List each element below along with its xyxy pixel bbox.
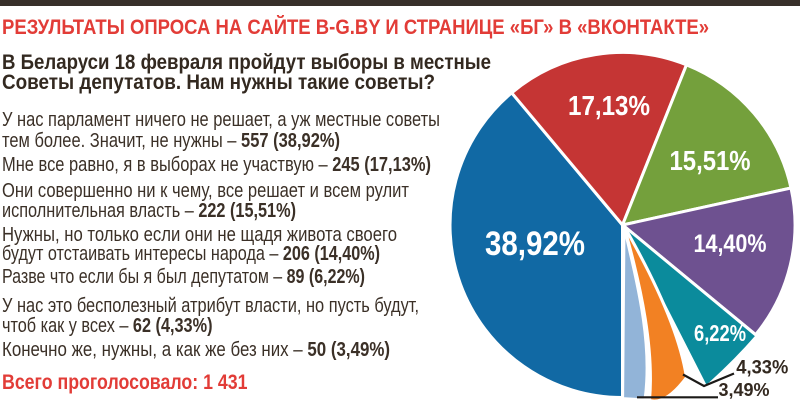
svg-text:15,51%: 15,51% bbox=[670, 145, 751, 176]
svg-text:4,33%: 4,33% bbox=[736, 358, 788, 379]
svg-text:3,49%: 3,49% bbox=[719, 380, 770, 400]
svg-text:38,92%: 38,92% bbox=[485, 225, 585, 263]
svg-text:14,40%: 14,40% bbox=[694, 230, 767, 258]
svg-text:17,13%: 17,13% bbox=[568, 90, 650, 121]
svg-text:6,22%: 6,22% bbox=[694, 320, 746, 346]
